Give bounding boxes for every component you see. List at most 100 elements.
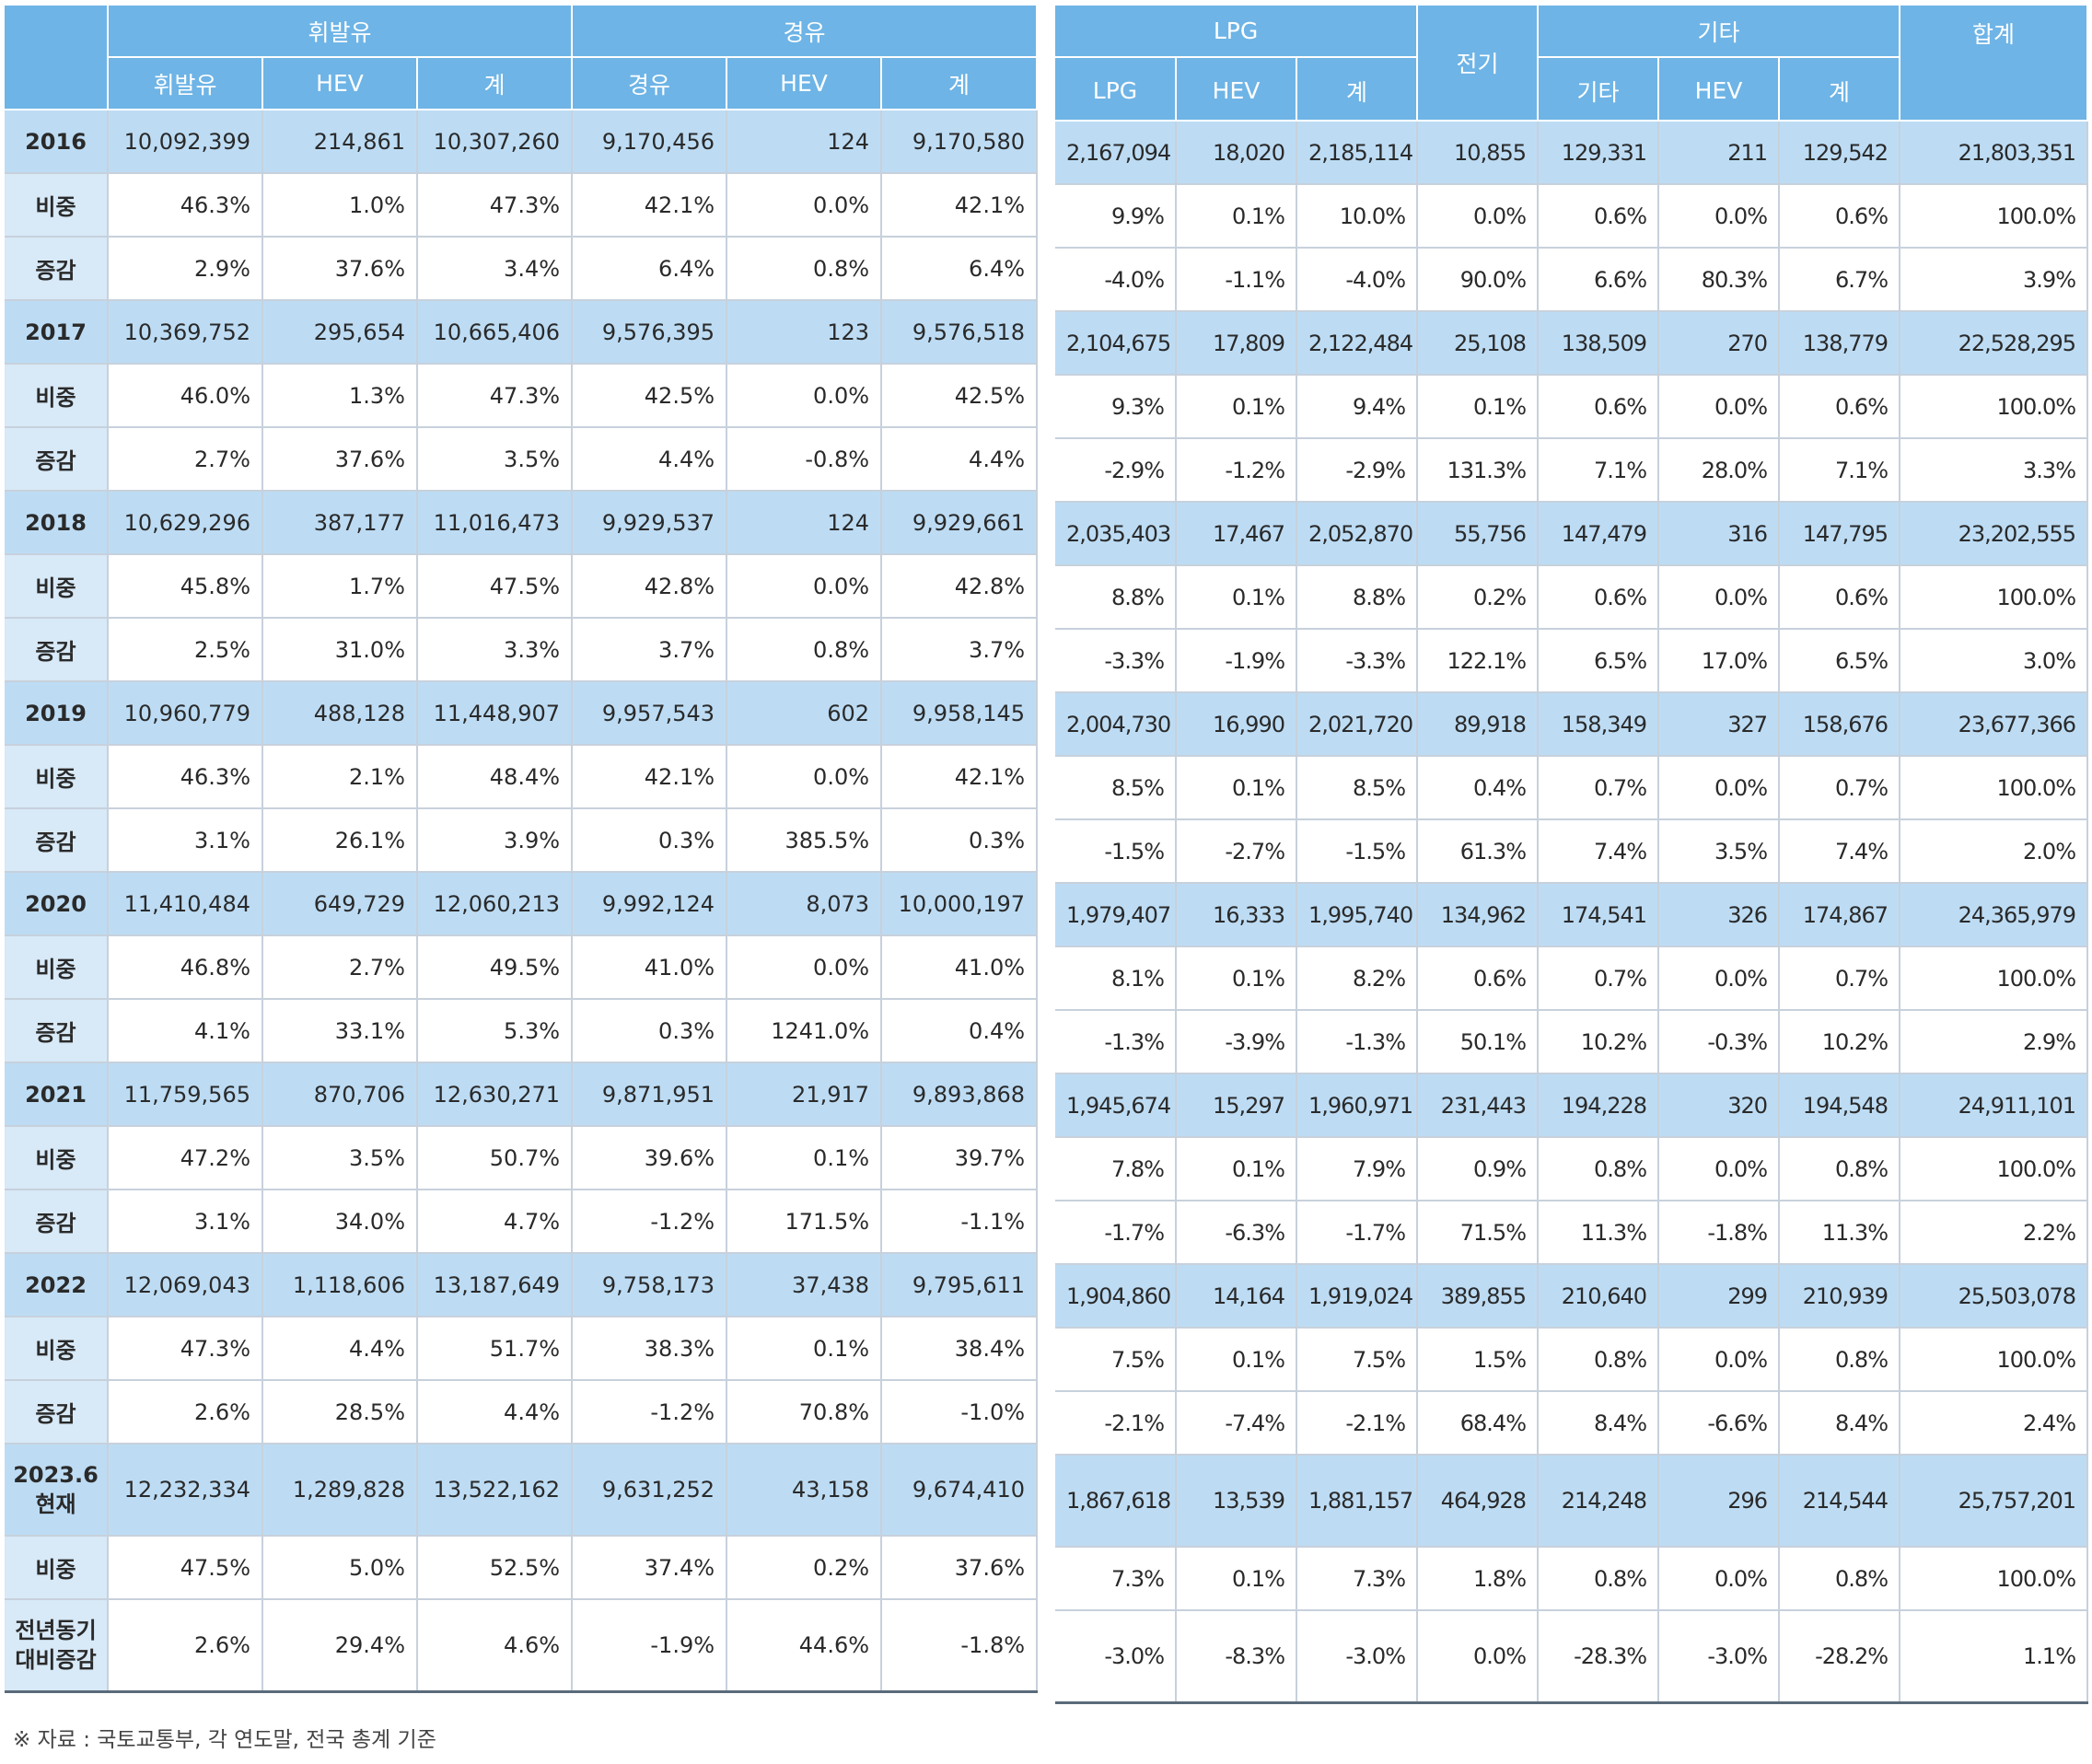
table-cell: 134,962 xyxy=(1417,883,1540,947)
table-cell: 8,073 xyxy=(726,872,883,936)
table-cell: 100.0% xyxy=(1900,1547,2089,1611)
table-cell: 122.1% xyxy=(1417,629,1540,693)
table-cell: 11,410,484 xyxy=(108,872,263,936)
table-cell: -0.3% xyxy=(1658,1010,1781,1074)
table-cell: 42.1% xyxy=(881,173,1039,238)
table-cell: 41.0% xyxy=(572,935,728,1000)
table-cell: 124 xyxy=(726,491,883,555)
table-cell: 2,185,114 xyxy=(1296,121,1419,185)
table-cell: 17,467 xyxy=(1176,502,1297,566)
table-cell: 4.7% xyxy=(417,1190,574,1254)
table-cell: 38.3% xyxy=(572,1317,728,1381)
table-cell: 1.3% xyxy=(262,364,418,428)
table-cell: 2.5% xyxy=(108,618,263,682)
table-cell: 9,170,456 xyxy=(572,110,728,174)
table-cell: 0.6% xyxy=(1538,184,1660,249)
row-label: 증감 xyxy=(5,999,109,1063)
table-row: 8.5% 0.1% 8.5% 0.4% 0.7% 0.0% 0.7% 100.0% xyxy=(1055,756,2089,820)
table-cell: 37.6% xyxy=(262,427,418,492)
table-cell: 2.6% xyxy=(108,1599,263,1693)
table-cell: 42.5% xyxy=(881,364,1039,428)
table-cell: 8.8% xyxy=(1055,565,1177,630)
table-cell: 1.7% xyxy=(262,554,418,619)
table-cell: 124 xyxy=(726,110,883,174)
table-cell: 37.6% xyxy=(262,237,418,301)
table-cell: -1.2% xyxy=(572,1190,728,1254)
table-cell: -3.0% xyxy=(1658,1610,1781,1704)
table-cell: 2,104,675 xyxy=(1055,311,1177,376)
table-cell: 11.3% xyxy=(1538,1201,1660,1265)
row-label: 비중 xyxy=(5,1317,109,1381)
row-label: 비중 xyxy=(5,1536,109,1600)
table-cell: 147,795 xyxy=(1779,502,1901,566)
table-cell: 1,919,024 xyxy=(1296,1264,1419,1329)
table-row: 2,104,675 17,809 2,122,484 25,108 138,509 270… xyxy=(1055,311,2089,376)
table-cell: 210,640 xyxy=(1538,1264,1660,1329)
table-row: 2021 11,759,565 870,706 12,630,271 9,871,951… xyxy=(5,1062,1039,1127)
table-cell: 2.9% xyxy=(1900,1010,2089,1074)
table-cell: -1.0% xyxy=(881,1380,1039,1445)
table-cell: 174,867 xyxy=(1779,883,1901,947)
group-header-lpg: LPG xyxy=(1055,6,1419,58)
table-cell: 100.0% xyxy=(1900,184,2089,249)
table-cell: 194,228 xyxy=(1538,1073,1660,1138)
table-cell: 0.6% xyxy=(1417,946,1540,1011)
table-cell: 0.0% xyxy=(726,554,883,619)
table-cell: -6.6% xyxy=(1658,1391,1781,1456)
table-cell: 6.6% xyxy=(1538,248,1660,312)
table-row: 비중 45.8% 1.7% 47.5% 42.8% 0.0% 42.8% xyxy=(5,554,1039,619)
table-cell: 326 xyxy=(1658,883,1781,947)
table-cell: 16,333 xyxy=(1176,883,1297,947)
subheader-other-hev: HEV xyxy=(1658,57,1781,122)
table-cell: 5.3% xyxy=(417,999,574,1063)
table-row: 2,167,094 18,020 2,185,114 10,855 129,331 211… xyxy=(1055,121,2089,185)
table-row: -3.3% -1.9% -3.3% 122.1% 6.5% 17.0% 6.5% 3.0% xyxy=(1055,629,2089,693)
table-cell: 3.5% xyxy=(262,1126,418,1190)
table-cell: 10.2% xyxy=(1538,1010,1660,1074)
table-cell: 9,929,661 xyxy=(881,491,1039,555)
table-cell: 231,443 xyxy=(1417,1073,1540,1138)
table-cell: 16,990 xyxy=(1176,692,1297,757)
table-cell: 2.6% xyxy=(108,1380,263,1445)
table-cell: 1241.0% xyxy=(726,999,883,1063)
table-cell: 42.1% xyxy=(881,745,1039,809)
row-label: 증감 xyxy=(5,1380,109,1445)
table-cell: 0.8% xyxy=(1779,1547,1901,1611)
table-cell: 9,576,518 xyxy=(881,300,1039,365)
subheader-lpg-total: 계 xyxy=(1296,57,1419,122)
subheader-other-total: 계 xyxy=(1779,57,1901,122)
group-header-total: 합계 xyxy=(1900,6,2089,122)
table-cell: 9,929,537 xyxy=(572,491,728,555)
table-cell: 2.1% xyxy=(262,745,418,809)
table-cell: 50.1% xyxy=(1417,1010,1540,1074)
table-cell: -1.5% xyxy=(1055,819,1177,884)
table-cell: 31.0% xyxy=(262,618,418,682)
table-cell: 9,795,611 xyxy=(881,1253,1039,1317)
table-cell: 129,331 xyxy=(1538,121,1660,185)
table-cell: 3.5% xyxy=(417,427,574,492)
table-row: -3.0% -8.3% -3.0% 0.0% -28.3% -3.0% -28.2% 1.1% xyxy=(1055,1610,2089,1704)
row-label: 2021 xyxy=(5,1062,109,1127)
table-cell: 25,757,201 xyxy=(1900,1455,2089,1548)
table-cell: 1.0% xyxy=(262,173,418,238)
table-cell: 7.1% xyxy=(1538,438,1660,503)
row-label: 비중 xyxy=(5,364,109,428)
table-cell: 138,509 xyxy=(1538,311,1660,376)
table-cell: 42.8% xyxy=(881,554,1039,619)
table-cell: -1.2% xyxy=(1176,438,1297,503)
table-cell: -6.3% xyxy=(1176,1201,1297,1265)
table-cell: 649,729 xyxy=(262,872,418,936)
table-cell: 2.7% xyxy=(262,935,418,1000)
table-cell: 4.4% xyxy=(417,1380,574,1445)
table-cell: 0.6% xyxy=(1779,375,1901,439)
table-cell: 0.1% xyxy=(726,1126,883,1190)
row-label: 2018 xyxy=(5,491,109,555)
table-cell: 3.7% xyxy=(572,618,728,682)
table-cell: -4.0% xyxy=(1055,248,1177,312)
table-cell: 24,911,101 xyxy=(1900,1073,2089,1138)
table-cell: 9,674,410 xyxy=(881,1444,1039,1537)
table-cell: 7.5% xyxy=(1296,1328,1419,1392)
table-cell: 9,958,145 xyxy=(881,681,1039,746)
table-cell: 68.4% xyxy=(1417,1391,1540,1456)
table-cell: 2.9% xyxy=(108,237,263,301)
